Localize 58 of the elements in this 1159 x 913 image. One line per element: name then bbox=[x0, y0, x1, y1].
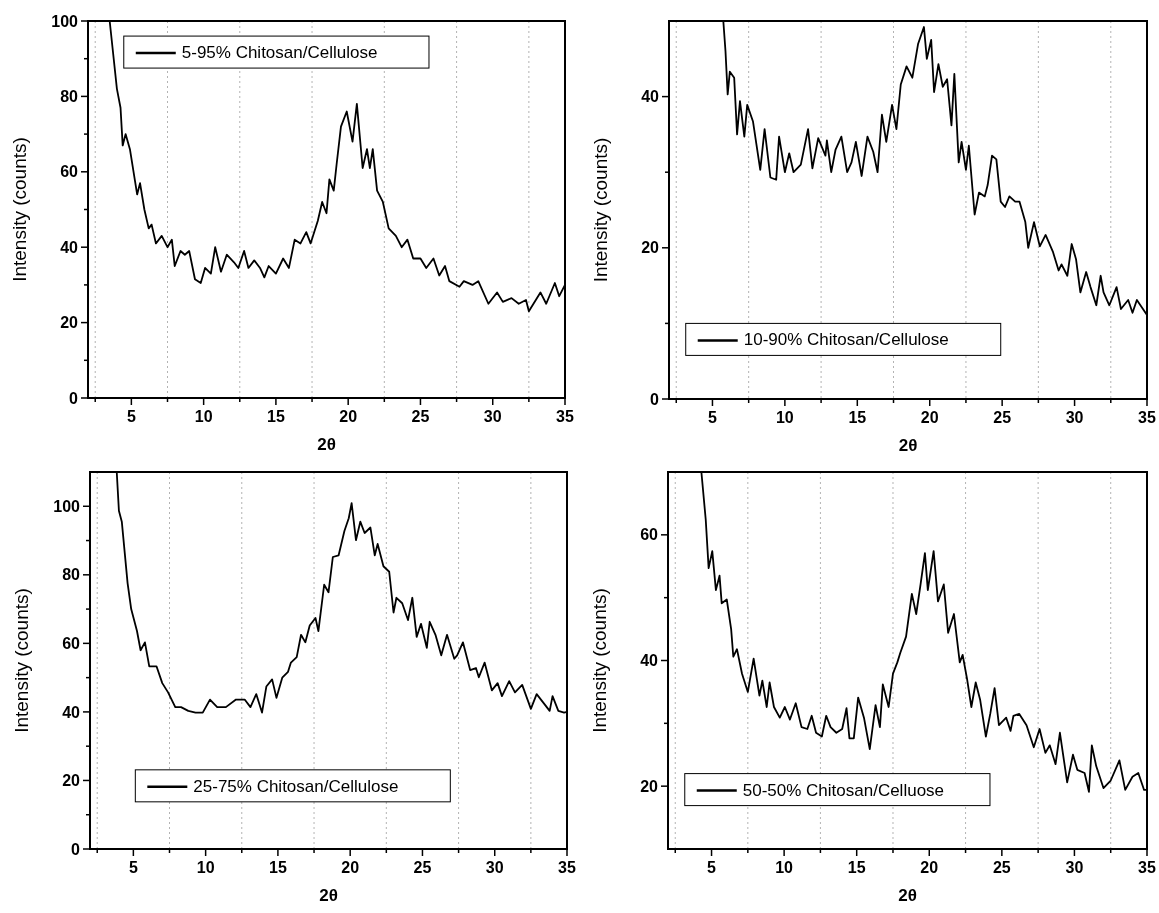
x-tick-label: 20 bbox=[341, 859, 360, 876]
x-tick-label: 25 bbox=[411, 408, 430, 425]
x-tick-label: 35 bbox=[1138, 859, 1156, 876]
x-tick-label: 20 bbox=[920, 409, 939, 426]
x-axis-title: 2θ bbox=[898, 436, 918, 455]
x-tick-label: 25 bbox=[413, 859, 432, 876]
y-tick-label: 0 bbox=[69, 389, 79, 407]
x-tick-label: 20 bbox=[339, 408, 358, 425]
x-tick-label: 5 bbox=[707, 859, 717, 876]
x-tick-label: 20 bbox=[920, 859, 939, 876]
x-axis-title: 2θ bbox=[319, 886, 338, 905]
y-tick-label: 0 bbox=[650, 390, 660, 408]
legend-label: 5-95% Chitosan/Cellulose bbox=[181, 43, 378, 63]
x-tick-label: 35 bbox=[558, 859, 576, 876]
x-tick-label: 15 bbox=[267, 408, 285, 425]
y-tick-label: 80 bbox=[60, 88, 79, 105]
x-tick-label: 10 bbox=[196, 859, 215, 876]
y-axis-title: Intensity (counts) bbox=[9, 137, 30, 282]
x-tick-label: 30 bbox=[483, 408, 502, 425]
x-tick-label: 5 bbox=[128, 859, 138, 876]
y-tick-label: 80 bbox=[62, 566, 81, 584]
x-tick-label: 15 bbox=[847, 859, 866, 876]
x-tick-label: 35 bbox=[1138, 409, 1156, 426]
y-tick-label: 0 bbox=[71, 840, 81, 858]
y-tick-label: 60 bbox=[62, 634, 81, 652]
x-tick-label: 5 bbox=[708, 409, 717, 426]
y-axis-title: Intensity (counts) bbox=[589, 588, 610, 733]
y-axis-title: Intensity (counts) bbox=[590, 137, 611, 283]
x-tick-label: 15 bbox=[848, 409, 867, 426]
x-tick-label: 15 bbox=[269, 859, 287, 876]
y-tick-label: 20 bbox=[62, 772, 81, 790]
y-tick-label: 40 bbox=[641, 88, 660, 106]
x-tick-label: 10 bbox=[194, 408, 213, 425]
legend-label: 50-50% Chitosan/Celluose bbox=[742, 780, 945, 800]
y-tick-label: 40 bbox=[640, 652, 659, 670]
y-tick-label: 40 bbox=[62, 703, 81, 721]
legend-label: 10-90% Chitosan/Cellulose bbox=[743, 330, 949, 350]
y-tick-label: 20 bbox=[641, 239, 660, 257]
y-tick-label: 100 bbox=[51, 12, 79, 30]
y-tick-label: 100 bbox=[53, 497, 81, 515]
x-tick-label: 30 bbox=[485, 859, 504, 876]
x-axis-title: 2θ bbox=[317, 435, 336, 454]
x-axis-title: 2θ bbox=[898, 886, 917, 905]
x-tick-label: 5 bbox=[126, 408, 136, 425]
x-tick-label: 35 bbox=[556, 408, 574, 425]
x-tick-label: 25 bbox=[992, 859, 1011, 876]
x-tick-label: 30 bbox=[1065, 409, 1084, 426]
x-tick-label: 25 bbox=[993, 409, 1012, 426]
y-tick-label: 20 bbox=[60, 314, 79, 332]
y-axis-title: Intensity (counts) bbox=[11, 588, 32, 733]
x-tick-label: 10 bbox=[775, 409, 794, 426]
y-tick-label: 40 bbox=[60, 238, 79, 256]
legend-label: 25-75% Chitosan/Cellulose bbox=[193, 776, 399, 796]
y-tick-label: 60 bbox=[640, 526, 659, 544]
y-tick-label: 60 bbox=[60, 163, 79, 181]
x-tick-label: 10 bbox=[775, 859, 794, 876]
y-tick-label: 20 bbox=[640, 777, 659, 795]
x-tick-label: 30 bbox=[1065, 859, 1084, 876]
